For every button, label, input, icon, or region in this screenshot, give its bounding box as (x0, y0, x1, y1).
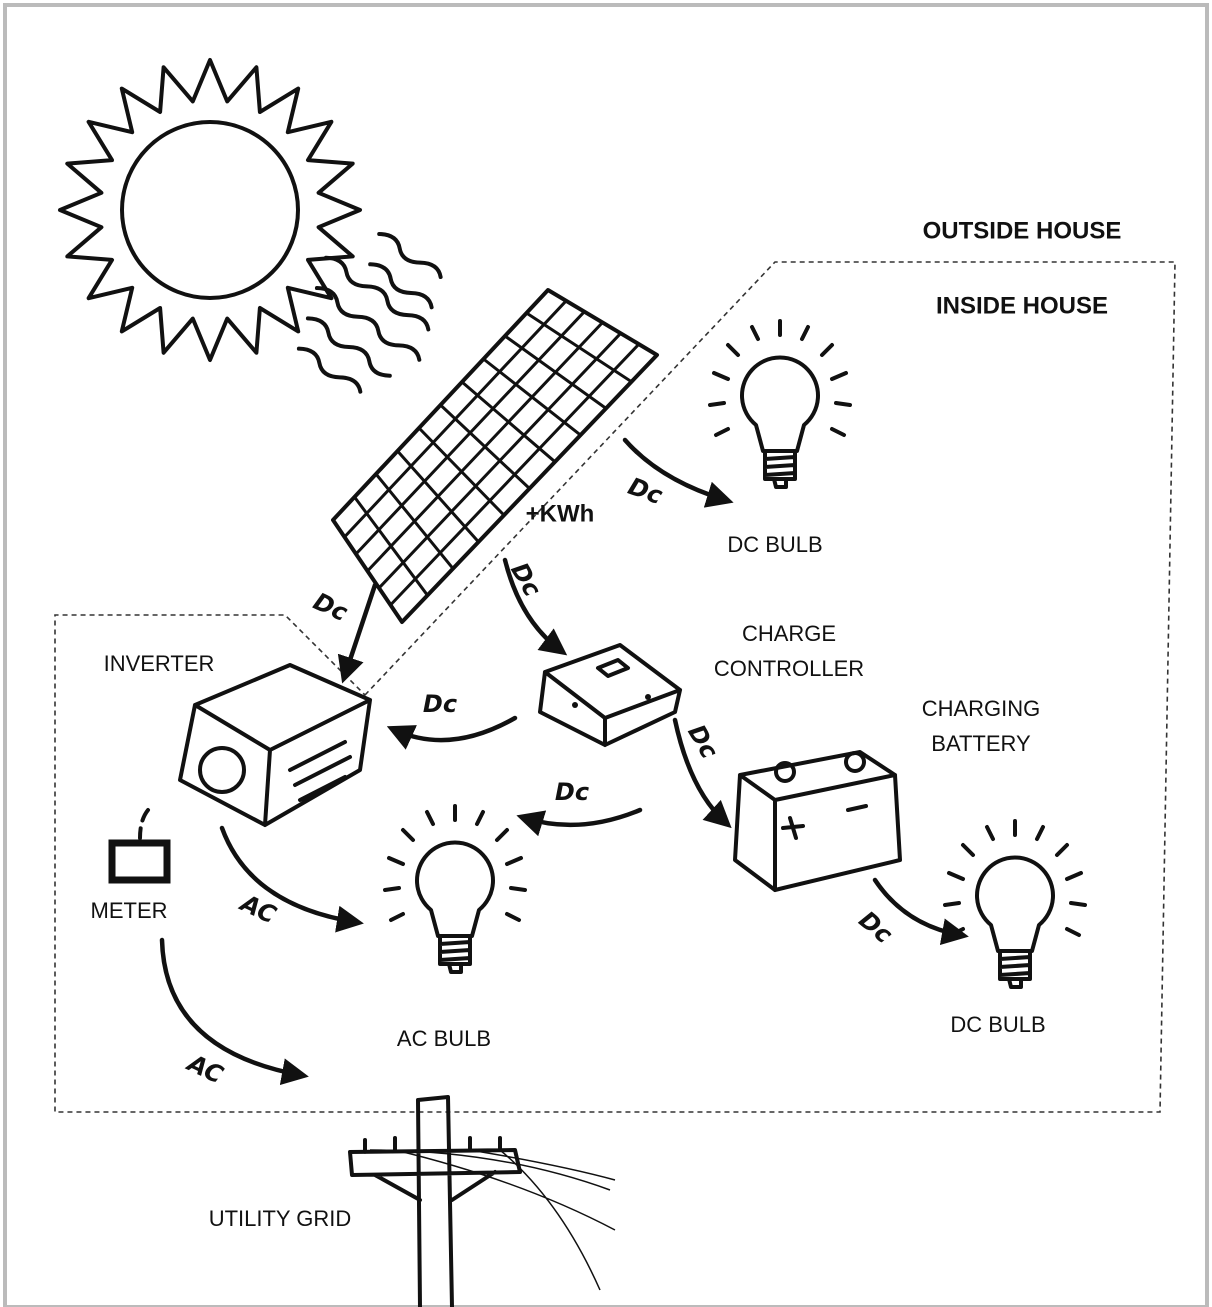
arrow-label: Dc (625, 472, 667, 510)
node-label: CHARGE (742, 621, 836, 646)
arrow-label: Dc (854, 906, 898, 949)
arrow-label: Dc (682, 720, 723, 764)
arrow-label: Dc (505, 558, 546, 602)
kwh-label: +KWh (526, 500, 595, 527)
arrow (386, 715, 518, 750)
ac-bulb (383, 804, 527, 974)
meter-link (138, 808, 150, 840)
region-label: INSIDE HOUSE (936, 292, 1108, 319)
node-label: DC BULB (727, 532, 822, 557)
frame (3, 3, 1209, 1307)
node-label: METER (91, 898, 168, 923)
arrow-label: Dc (555, 778, 589, 806)
node-label: DC BULB (950, 1012, 1045, 1037)
solar-panel (331, 288, 659, 624)
sun-rays (58, 58, 362, 362)
node-label: CHARGING (922, 696, 1041, 721)
node-label: UTILITY GRID (209, 1206, 352, 1231)
sun (58, 58, 362, 362)
arrow-label: Dc (423, 690, 457, 718)
node-label: BATTERY (931, 731, 1031, 756)
node-label: CONTROLLER (714, 656, 864, 681)
arrow (337, 582, 378, 684)
heat-waves (296, 231, 443, 394)
dc-bulb (943, 819, 1087, 989)
arrow (159, 937, 309, 1085)
battery (733, 750, 902, 892)
arrow-label: AC (182, 1048, 228, 1089)
house-boundary (54, 261, 1176, 1113)
utility-pole (348, 1095, 616, 1307)
node-label: AC BULB (397, 1026, 491, 1051)
region-label: OUTSIDE HOUSE (923, 217, 1122, 244)
arrow (872, 877, 969, 946)
arrow (672, 717, 732, 829)
arrow-label: Dc (309, 587, 352, 627)
dc-bulb (708, 319, 852, 489)
arrow (622, 437, 734, 508)
inverter (178, 663, 372, 827)
panel-grid (343, 299, 640, 607)
meter (108, 839, 171, 884)
charge-controller (538, 643, 682, 747)
node-label: INVERTER (104, 651, 215, 676)
arrow (219, 825, 364, 933)
arrow (502, 557, 568, 656)
arrow (516, 807, 643, 837)
